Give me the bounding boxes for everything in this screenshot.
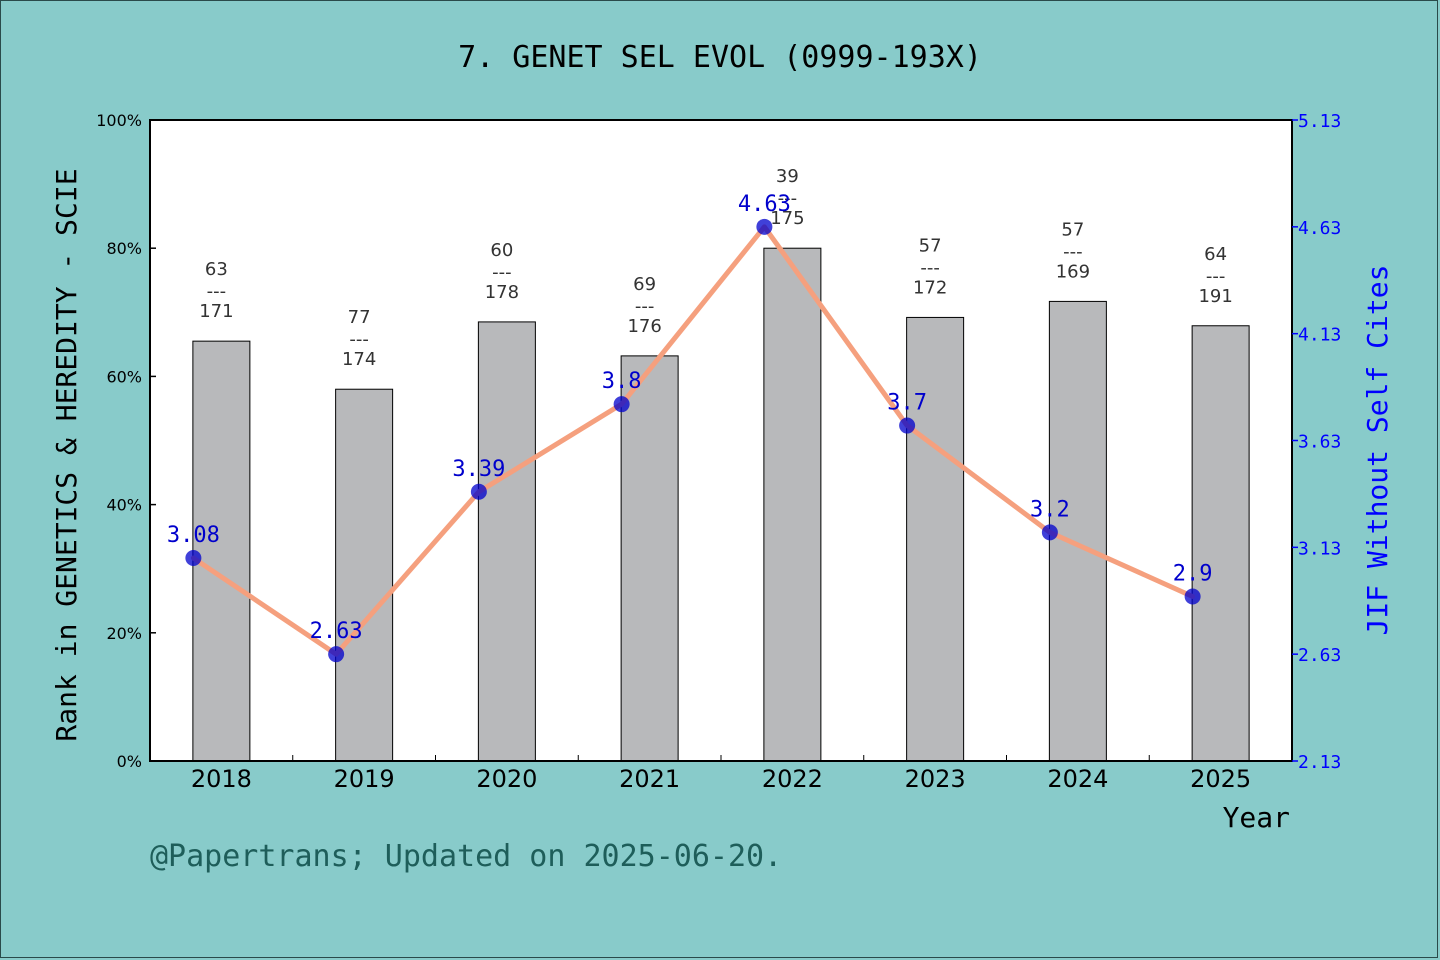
jif-value-label-2022: 4.63: [738, 192, 791, 217]
rank-total: 178: [485, 282, 519, 303]
rank-number: 60: [490, 240, 513, 261]
rank-separator: ---: [920, 257, 940, 278]
rank-number: 64: [1204, 244, 1227, 265]
rank-number: 57: [1061, 219, 1084, 240]
jif-point-2019: [328, 646, 345, 663]
rank-label-2018: 63---171: [199, 259, 233, 322]
jif-value-label-2018: 3.08: [167, 523, 220, 548]
rank-total: 171: [199, 301, 233, 322]
bar-2020: [477, 321, 536, 762]
rank-number: 77: [348, 307, 371, 328]
rank-label-2021: 69---176: [627, 274, 661, 337]
jif-value-label-2023: 3.7: [887, 391, 927, 416]
jif-line: [190, 224, 1196, 657]
bar-2018: [192, 340, 251, 762]
rank-separator: ---: [1206, 266, 1226, 287]
bar-2025: [1191, 325, 1250, 762]
jif-point-2021: [613, 396, 630, 413]
rank-number: 63: [205, 259, 228, 280]
rank-separator: ---: [349, 329, 369, 350]
jif-point-2025: [1184, 588, 1201, 605]
left-tick-label: 0%: [117, 752, 142, 771]
rank-separator: ---: [635, 296, 655, 317]
rank-total: 172: [913, 277, 947, 298]
rank-separator: ---: [778, 188, 798, 209]
left-tick-label: 40%: [106, 496, 142, 515]
x-tick-label-2025: 2025: [1190, 765, 1251, 793]
jif-point-2018: [185, 550, 202, 567]
chart-title: 7. GENET SEL EVOL (0999-193X): [458, 40, 982, 75]
bar-2022: [763, 247, 822, 762]
bar-2021: [620, 355, 679, 762]
jif-value-label-2021: 3.8: [602, 369, 642, 394]
bar-2024: [1048, 300, 1107, 762]
rank-total: 175: [770, 208, 804, 229]
right-tick-label: 2.63: [1298, 645, 1341, 666]
x-tick-label-2023: 2023: [905, 765, 966, 793]
rank-label-2025: 64---191: [1198, 244, 1232, 307]
jif-point-2023: [899, 417, 916, 434]
rank-total: 174: [342, 349, 376, 370]
rank-number: 69: [633, 274, 656, 295]
rank-separator: ---: [492, 262, 512, 283]
jif-value-label-2025: 2.9: [1173, 561, 1213, 586]
x-axis-label: Year: [1223, 801, 1290, 834]
left-tick-label: 80%: [106, 239, 142, 258]
rank-label-2019: 77---174: [342, 307, 376, 370]
rank-label-2022: 39---175: [770, 166, 804, 229]
jif-point-2020: [470, 483, 487, 500]
left-tick-label: 60%: [106, 367, 142, 386]
rank-number: 39: [776, 166, 799, 187]
x-tick-label-2024: 2024: [1047, 765, 1108, 793]
rank-label-2023: 57---172: [913, 235, 947, 298]
rank-number: 57: [919, 235, 942, 256]
rank-total: 169: [1056, 261, 1090, 282]
right-tick-label: 4.63: [1298, 218, 1341, 239]
jif-point-2022: [756, 218, 773, 235]
jif-point-2024: [1041, 524, 1058, 541]
rank-separator: ---: [1063, 241, 1083, 262]
rank-label-2020: 60---178: [485, 240, 519, 303]
right-tick-label: 5.13: [1298, 111, 1341, 132]
y-axis-label-left: Rank in GENETICS & HEREDITY - SCIE: [50, 168, 83, 741]
x-tick-label-2018: 2018: [191, 765, 252, 793]
rank-label-2024: 57---169: [1056, 219, 1090, 282]
bar-2023: [906, 316, 965, 762]
rank-total: 176: [627, 316, 661, 337]
plot-area: [150, 120, 1292, 761]
left-tick-label: 100%: [96, 111, 142, 130]
left-tick-label: 20%: [106, 624, 142, 643]
bar-2019: [335, 388, 394, 762]
rank-separator: ---: [207, 281, 227, 302]
y-axis-label-right: JIF Without Self Cites: [1361, 265, 1394, 636]
jif-value-label-2020: 3.39: [452, 457, 505, 482]
right-tick-label: 2.13: [1298, 752, 1341, 773]
footer-note: @Papertrans; Updated on 2025-06-20.: [150, 839, 782, 874]
x-tick-label-2020: 2020: [476, 765, 537, 793]
right-tick-label: 3.13: [1298, 538, 1341, 559]
jif-value-label-2019: 2.63: [310, 619, 363, 644]
rank-total: 191: [1198, 286, 1232, 307]
x-tick-label-2022: 2022: [762, 765, 823, 793]
x-tick-label-2019: 2019: [334, 765, 395, 793]
jif-value-label-2024: 3.2: [1030, 497, 1070, 522]
x-tick-label-2021: 2021: [619, 765, 680, 793]
right-tick-label: 3.63: [1298, 432, 1341, 453]
right-tick-label: 4.13: [1298, 325, 1341, 346]
